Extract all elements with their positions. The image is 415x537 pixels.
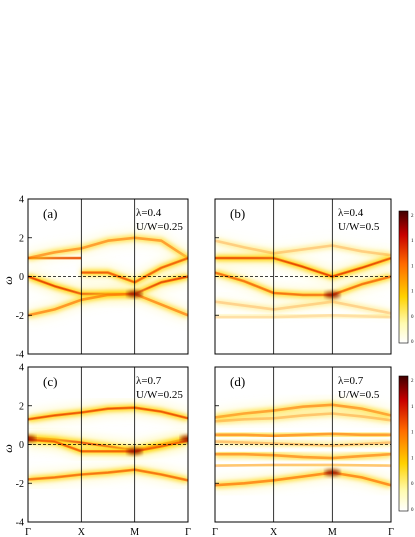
panel-d-param-1: λ=0.7	[338, 375, 364, 387]
panel-a-y-tick-label: -2	[16, 311, 24, 322]
panel-d-x-tick-label: Γ	[388, 527, 394, 537]
panel-b: (b) λ=0.4 U/W=0.5	[214, 198, 392, 355]
panel-a: 4 2 0 -2 -4 ω (a) λ=0.4 U/W=0.25	[1, 195, 189, 361]
colorbar-2-tick-label: 1	[411, 431, 414, 436]
panel-c: 4 2 0 -2 -4 ω Γ X M Γ (c) λ=0.7 U/W=0.25	[1, 363, 191, 537]
panel-b-param-2: U/W=0.5	[338, 221, 380, 233]
panel-c-y-tick-label: 0	[19, 440, 24, 451]
panel-d-x-tick-label: X	[270, 527, 278, 537]
colorbar-2: 2 1 1 1 0 0	[398, 375, 414, 513]
panel-d-band-6	[215, 457, 391, 473]
panel-a-param-1: λ=0.4	[136, 207, 162, 219]
panel-c-x-tick-label: Γ	[185, 527, 191, 537]
panel-c-x-tick-label: M	[130, 527, 139, 537]
colorbar-2-tick-label: 1	[411, 456, 414, 461]
colorbar-1: 2 1 1 1 0 0	[398, 210, 414, 345]
panel-d-x-tick-label: Γ	[212, 527, 218, 537]
panel-d-band-2	[215, 406, 391, 429]
panel-b-spectral-map	[215, 199, 391, 354]
colorbar-1-tick-label: 1	[411, 239, 414, 244]
panel-c-y-tick-label: -2	[16, 479, 24, 490]
panel-c-hot-spot-2	[180, 435, 188, 442]
panel-c-y-axis-label: ω	[1, 444, 15, 452]
colorbar-1-tick-label: 0	[411, 315, 414, 320]
panel-c-x-tick-label: Γ	[25, 527, 31, 537]
panel-b-label: (b)	[230, 206, 245, 221]
panel-c-spectral-map	[28, 367, 188, 522]
panel-c-label: (c)	[43, 374, 57, 389]
panel-d-label: (d)	[230, 374, 245, 389]
colorbar-2-tick-label: 0	[411, 508, 414, 513]
panel-c-param-1: λ=0.7	[136, 375, 162, 387]
panel-b-band-2	[215, 265, 391, 302]
panel-d-band-4	[215, 434, 391, 453]
panel-b-band-3	[215, 233, 391, 263]
panel-c-hot-spot-3	[28, 435, 36, 442]
panel-a-y-tick-label: 0	[19, 272, 24, 283]
panel-d: Γ X M Γ (d) λ=0.7 U/W=0.5	[212, 366, 394, 537]
panel-a-spectral-map	[28, 199, 188, 354]
colorbar-2-tick-label: 0	[411, 482, 414, 487]
colorbar-1-tick-label: 0	[411, 340, 414, 345]
panel-a-band-2	[28, 230, 188, 265]
panel-c-x-tick-label: X	[78, 527, 86, 537]
colorbar-2-gradient	[398, 375, 409, 512]
panel-c-band-4	[28, 462, 188, 488]
panel-a-y-axis-label: ω	[1, 276, 15, 284]
colorbar-1-tick-label: 2	[411, 214, 414, 219]
panel-a-param-2: U/W=0.25	[136, 221, 183, 233]
panel-a-band-5	[28, 286, 188, 323]
panel-d-param-2: U/W=0.5	[338, 389, 380, 401]
colorbar-2-tick-label: 2	[411, 379, 414, 384]
panel-d-spectral-map	[215, 367, 391, 522]
panel-d-band-5	[215, 447, 391, 466]
panel-c-band-1	[28, 400, 188, 427]
panels-layer: 4 2 0 -2 -4 ω (a) λ=0.4 U/W=0.25 (b) λ=0.4 U/W=0.5 4…	[1, 195, 394, 537]
panel-d-band-3	[215, 426, 391, 443]
panel-a-label: (a)	[43, 206, 57, 221]
panel-c-y-tick-label: 2	[19, 401, 24, 412]
panel-c-y-tick-label: 4	[19, 363, 24, 374]
panel-c-band-3	[28, 432, 188, 459]
colorbar-layer: 2 1 1 1 0 0 2 1 1 1 0 0	[398, 210, 414, 513]
panel-b-band-4	[215, 294, 391, 321]
panel-d-band-7	[215, 465, 391, 493]
panel-c-param-2: U/W=0.25	[136, 389, 183, 401]
panel-b-band-1	[215, 251, 391, 284]
colorbar-1-tick-label: 1	[411, 264, 414, 269]
colorbar-1-tick-label: 1	[411, 290, 414, 295]
panel-a-y-tick-label: 2	[19, 233, 24, 244]
panel-c-y-tick-label: -4	[16, 518, 24, 529]
panel-a-y-tick-label: -4	[16, 350, 24, 361]
panel-b-band-5	[215, 308, 391, 325]
panel-a-y-tick-label: 4	[19, 195, 24, 206]
panel-b-param-1: λ=0.4	[338, 207, 364, 219]
colorbar-1-gradient	[398, 210, 409, 344]
panel-d-x-tick-label: M	[328, 527, 337, 537]
colorbar-2-tick-label: 1	[411, 405, 414, 410]
